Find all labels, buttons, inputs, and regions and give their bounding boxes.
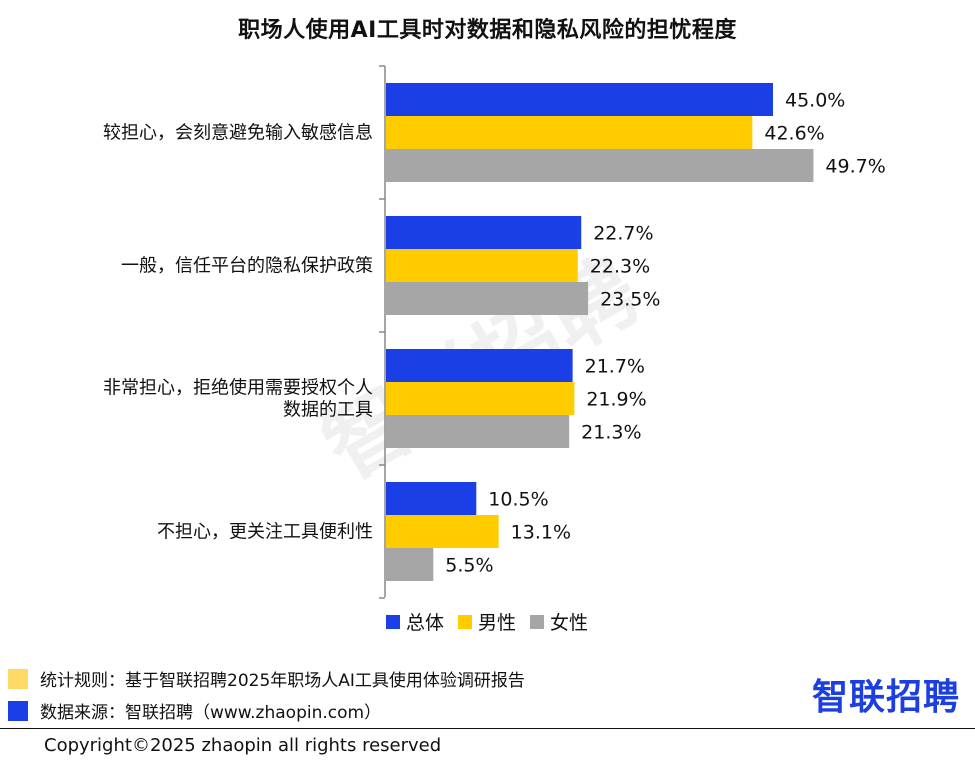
- legend-item-overall: 总体: [386, 608, 444, 635]
- data-label: 23.5%: [600, 289, 660, 311]
- legend-label-male: 男性: [478, 612, 517, 634]
- data-label: 13.1%: [511, 522, 571, 544]
- footnote-rule-marker: [8, 668, 28, 689]
- bar: [386, 482, 477, 515]
- footnote-rule-text: 统计规则：基于智联招聘2025年职场人AI工具使用体验调研报告: [40, 671, 525, 691]
- bar: [386, 83, 773, 116]
- bar: [386, 349, 573, 382]
- brand-logo: 智联招聘: [812, 677, 961, 718]
- data-label: 22.3%: [590, 256, 650, 278]
- footnote-source-marker: [8, 700, 28, 721]
- legend-item-male: 男性: [458, 608, 516, 635]
- footnote-source: 数据来源：智联招聘（www.zhaopin.com）: [8, 698, 381, 723]
- footer-divider: [0, 728, 975, 729]
- chart-title: 职场人使用AI工具时对数据和隐私风险的担忧程度: [238, 18, 737, 43]
- legend-swatch-male: [458, 614, 473, 629]
- data-label: 10.5%: [488, 489, 548, 511]
- data-label: 21.9%: [586, 389, 646, 411]
- category-label: 一般，信任平台的隐私保护政策: [121, 256, 373, 277]
- bar: [386, 515, 499, 548]
- bar: [386, 282, 589, 315]
- copyright: Copyright©2025 zhaopin all rights reserv…: [44, 735, 442, 756]
- data-label: 5.5%: [445, 555, 493, 577]
- data-label: 21.3%: [581, 422, 641, 444]
- data-label: 49.7%: [825, 156, 885, 178]
- category-label: 不担心，更关注工具便利性: [157, 522, 373, 543]
- category-label-line: 不担心，更关注工具便利性: [157, 522, 373, 543]
- data-label: 21.7%: [585, 356, 645, 378]
- footnote-rule: 统计规则：基于智联招聘2025年职场人AI工具使用体验调研报告: [8, 666, 525, 691]
- footnote-source-text: 数据来源：智联招聘（www.zhaopin.com）: [40, 703, 382, 723]
- legend-swatch-overall: [386, 614, 400, 629]
- bar: [386, 382, 575, 415]
- bar: [386, 149, 814, 182]
- data-label: 22.7%: [593, 223, 653, 245]
- category-label-line: 非常担心，拒绝使用需要授权个人: [103, 378, 373, 399]
- legend-label-overall: 总体: [406, 612, 445, 634]
- bar-chart: 较担心，会刻意避免输入敏感信息 45.0% 42.6%49.7% 一般，信任平台的隐私…: [103, 65, 886, 599]
- bar: [386, 548, 434, 581]
- category-label: 非常担心，拒绝使用需要授权个人数据的工具: [103, 378, 373, 421]
- legend-label-female: 女性: [550, 612, 589, 634]
- bar: [386, 216, 582, 249]
- bar: [386, 415, 570, 448]
- category-label-line: 数据的工具: [283, 400, 373, 421]
- bar: [386, 249, 578, 282]
- category-label-line: 较担心，会刻意避免输入敏感信息: [103, 123, 373, 144]
- category-label-line: 一般，信任平台的隐私保护政策: [121, 256, 373, 277]
- data-label: 42.6%: [764, 123, 824, 145]
- legend: 总体 男性 女性: [386, 608, 588, 635]
- legend-item-female: 女性: [530, 608, 588, 635]
- data-label: 45.0%: [785, 90, 845, 112]
- legend-swatch-female: [530, 614, 545, 629]
- bar: [386, 116, 753, 149]
- category-label: 较担心，会刻意避免输入敏感信息: [103, 123, 373, 144]
